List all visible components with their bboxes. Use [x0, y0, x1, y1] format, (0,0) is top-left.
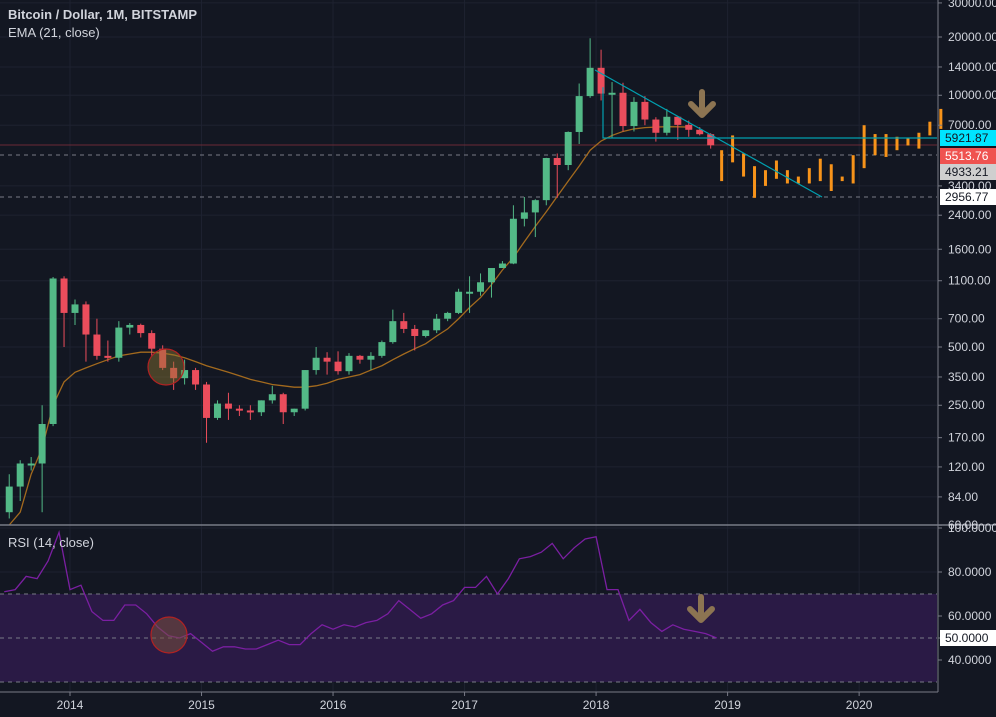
svg-text:7000.00: 7000.00	[948, 118, 992, 132]
svg-text:2015: 2015	[188, 698, 215, 712]
svg-text:100.0000: 100.0000	[948, 521, 996, 535]
price-candles	[5, 38, 715, 519]
horizontal-lines	[0, 144, 937, 198]
svg-text:84.00: 84.00	[948, 490, 978, 504]
svg-text:2020: 2020	[846, 698, 873, 712]
annotations	[147, 89, 716, 654]
svg-text:250.00: 250.00	[948, 398, 985, 412]
svg-text:2018: 2018	[583, 698, 610, 712]
price-tag: 5513.76	[940, 148, 996, 164]
svg-text:350.00: 350.00	[948, 370, 985, 384]
price-tag: 4933.21	[940, 164, 996, 180]
svg-text:500.00: 500.00	[948, 340, 985, 354]
svg-text:2400.00: 2400.00	[948, 208, 992, 222]
rsi-line	[4, 530, 717, 652]
price-tag: 5921.87	[940, 130, 996, 146]
svg-text:120.00: 120.00	[948, 460, 985, 474]
trend-lines[interactable]	[594, 69, 937, 198]
svg-text:170.00: 170.00	[948, 431, 985, 445]
svg-text:2014: 2014	[57, 698, 84, 712]
rsi-legend-label[interactable]: RSI (14, close)	[8, 535, 94, 550]
svg-text:30000.00: 30000.00	[948, 0, 996, 10]
svg-text:2016: 2016	[320, 698, 347, 712]
svg-text:80.0000: 80.0000	[948, 565, 992, 579]
svg-text:2019: 2019	[714, 698, 741, 712]
svg-text:2017: 2017	[451, 698, 478, 712]
rsi-legend: RSI (14, close)	[8, 534, 94, 552]
price-tag: 2956.77	[940, 189, 996, 205]
svg-text:60.00: 60.00	[948, 518, 978, 532]
svg-text:40.0000: 40.0000	[948, 653, 992, 667]
svg-text:60.0000: 60.0000	[948, 609, 992, 623]
rsi-band	[0, 593, 937, 683]
chart-legend: Bitcoin / Dollar, 1M, BITSTAMP EMA (21, …	[8, 6, 197, 42]
symbol-title[interactable]: Bitcoin / Dollar, 1M, BITSTAMP	[8, 7, 197, 22]
svg-text:700.00: 700.00	[948, 312, 985, 326]
svg-text:1600.00: 1600.00	[948, 242, 992, 256]
ema-line	[8, 126, 689, 526]
svg-text:14000.00: 14000.00	[948, 60, 996, 74]
projection-bars	[720, 108, 943, 198]
ema-legend[interactable]: EMA (21, close)	[8, 25, 100, 40]
svg-text:20000.00: 20000.00	[948, 30, 996, 44]
svg-text:1100.00: 1100.00	[948, 274, 991, 288]
rsi-value-tag: 50.0000	[940, 630, 996, 646]
svg-text:10000.00: 10000.00	[948, 88, 996, 102]
grid-lines	[0, 0, 937, 692]
